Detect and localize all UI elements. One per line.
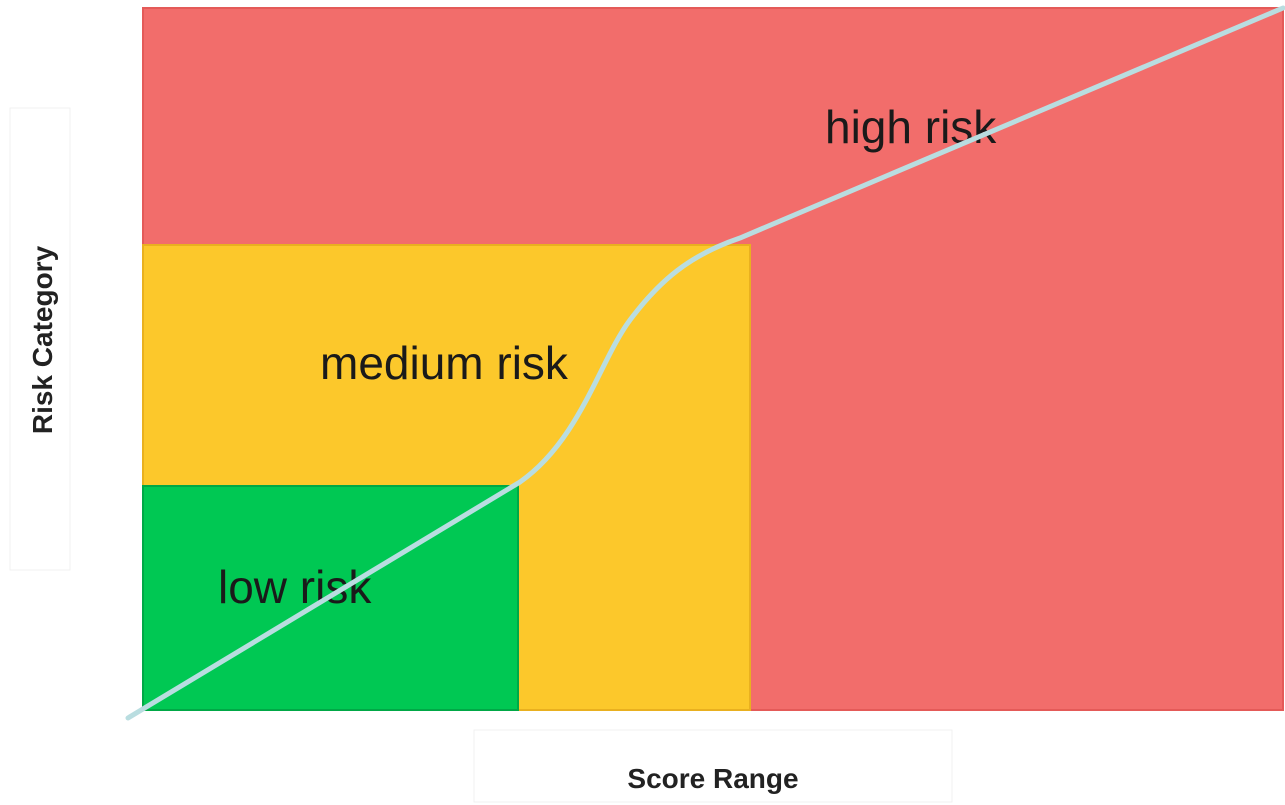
y-axis-label: Risk Category [27, 245, 58, 434]
y-axis-label-box [9, 107, 71, 571]
x-axis-label: Score Range [627, 763, 798, 794]
risk-curve [125, 5, 1285, 721]
high-risk-label: high risk [825, 101, 997, 153]
x-axis-label-box [473, 729, 953, 803]
medium-risk-label: medium risk [320, 337, 569, 389]
